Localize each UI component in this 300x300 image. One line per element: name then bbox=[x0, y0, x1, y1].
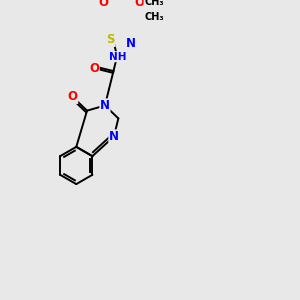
Text: NH: NH bbox=[110, 52, 127, 62]
Text: O: O bbox=[99, 0, 109, 9]
Text: CH₃: CH₃ bbox=[145, 12, 164, 22]
Text: O: O bbox=[68, 90, 78, 103]
Text: O: O bbox=[89, 62, 99, 75]
Text: O: O bbox=[134, 0, 144, 9]
Text: N: N bbox=[126, 37, 136, 50]
Text: N: N bbox=[109, 130, 119, 143]
Text: S: S bbox=[106, 33, 115, 46]
Text: N: N bbox=[100, 99, 110, 112]
Text: CH₃: CH₃ bbox=[144, 0, 164, 7]
